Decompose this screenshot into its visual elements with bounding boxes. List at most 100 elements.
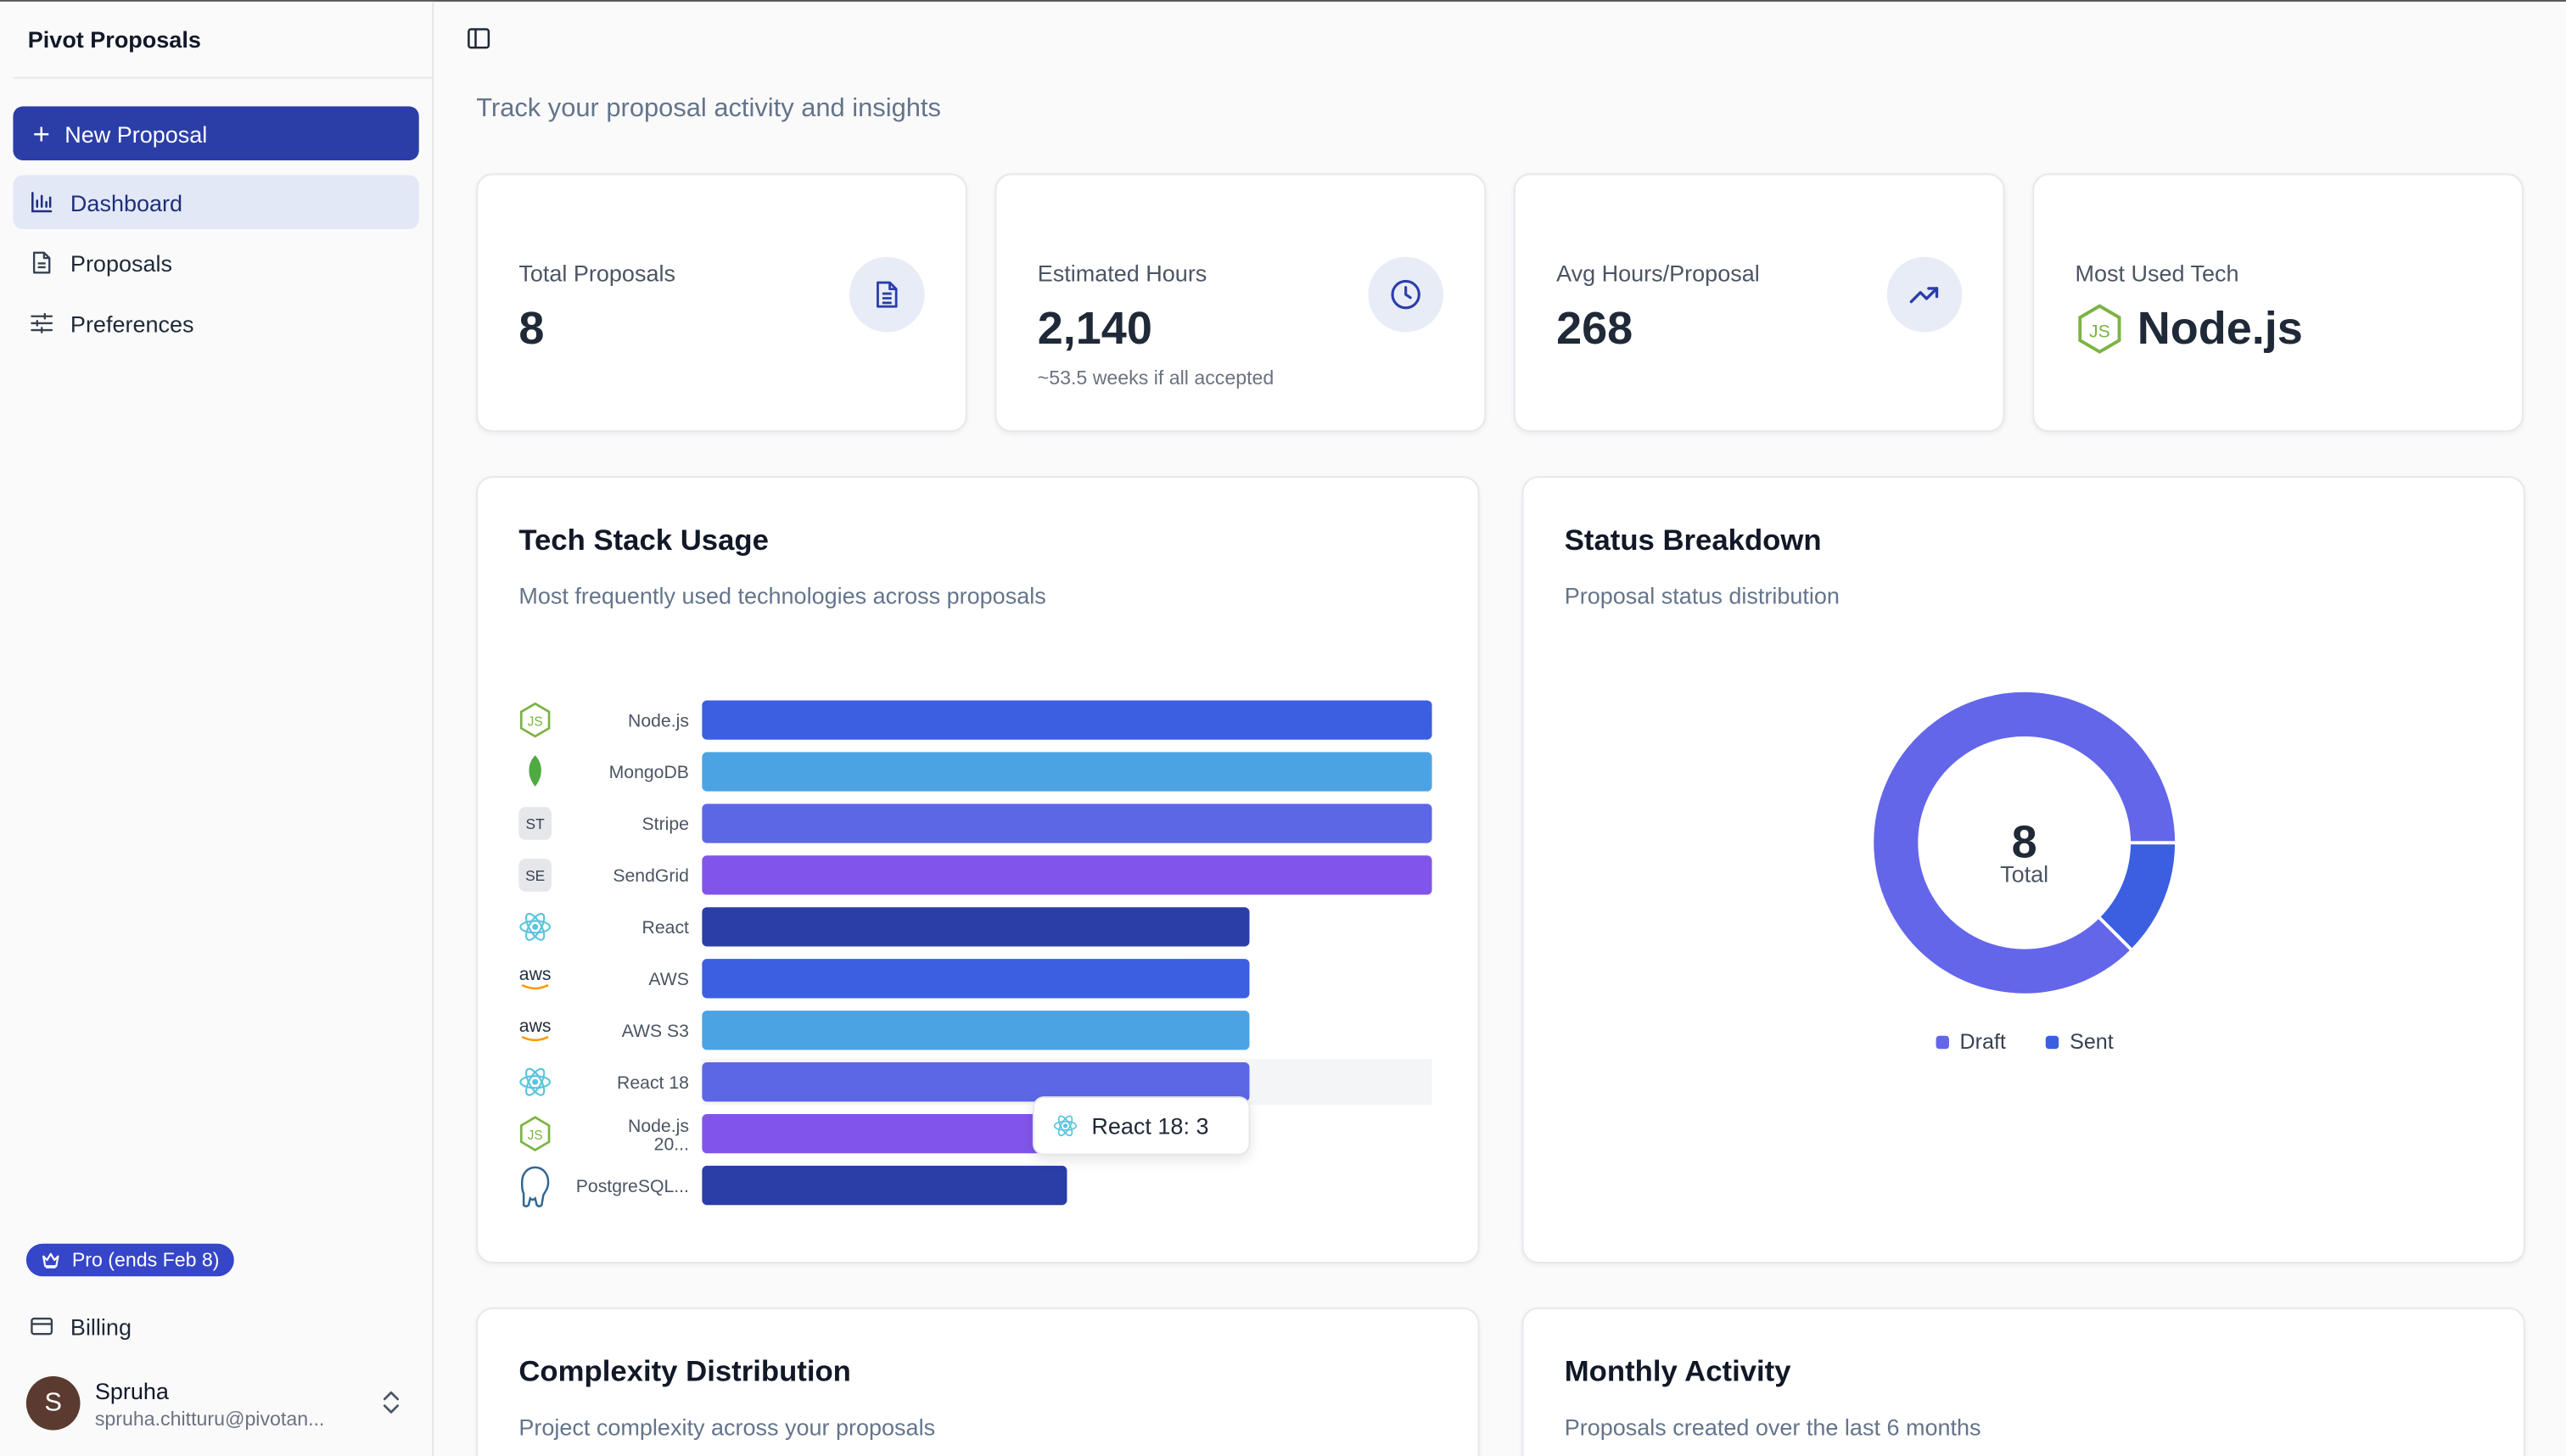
stat-value: 268 (1556, 302, 1633, 354)
stat-label: Total Proposals (518, 260, 675, 287)
page-subtitle: Track your proposal activity and insight… (476, 94, 941, 123)
nodejs-icon: JS (2078, 304, 2121, 354)
bar[interactable] (702, 804, 1432, 843)
y-tick-label: Node.js (628, 711, 689, 731)
card-subtitle: Project complexity across your proposals (518, 1414, 936, 1441)
bar[interactable] (702, 855, 1432, 895)
status-donut-chart[interactable]: 8 Total (1524, 478, 2527, 1265)
bar-row[interactable]: PostgreSQL... (520, 1165, 1067, 1207)
sidebar-toggle-icon[interactable] (467, 26, 491, 51)
chevron-up-down-icon (383, 1391, 399, 1414)
bar-row[interactable]: JS Node.js (519, 700, 1432, 740)
bar[interactable] (702, 1113, 1067, 1154)
aws-icon: aws (519, 1016, 552, 1042)
sliders-icon (31, 312, 53, 333)
user-menu[interactable]: S Spruha spruha.chitturu@pivotan... (25, 1375, 412, 1433)
svg-text:JS: JS (528, 714, 543, 729)
y-tick-label: AWS S3 (622, 1022, 689, 1041)
y-tick-label: PostgreSQL... (576, 1177, 689, 1196)
sidebar-item-proposals[interactable]: Proposals (13, 236, 418, 290)
bar-row[interactable]: React 18 (519, 1062, 1250, 1102)
stat-card-estimated-hours: Estimated Hours 2,140 ~53.5 weeks if all… (994, 173, 1487, 433)
clock-icon (1368, 256, 1444, 333)
bar[interactable] (702, 1062, 1250, 1102)
app-name: Pivot Proposals (27, 25, 201, 53)
sidebar-item-label: Billing (70, 1313, 132, 1340)
y-tick-label: SendGrid (613, 866, 689, 886)
svg-text:ST: ST (526, 815, 546, 832)
stat-label: Avg Hours/Proposal (1556, 260, 1760, 287)
new-proposal-label: New Proposal (64, 120, 208, 147)
bar[interactable] (702, 700, 1432, 740)
sidebar-item-billing[interactable]: Billing (13, 1299, 418, 1353)
avatar: S (25, 1375, 81, 1431)
stat-card-avg-hours: Avg Hours/Proposal 268 (1513, 173, 2005, 433)
sidebar-item-label: Preferences (70, 310, 194, 337)
mongodb-icon (529, 755, 541, 787)
bar-row[interactable]: aws AWS S3 (519, 1011, 1250, 1050)
plus-icon: + (32, 116, 50, 150)
tech-stack-card: Tech Stack Usage Most frequently used te… (476, 476, 1481, 1265)
bar-row[interactable]: aws AWS (519, 959, 1250, 999)
document-icon (849, 256, 925, 333)
card-title: Tech Stack Usage (518, 524, 769, 557)
bar-row[interactable]: MongoDB (529, 752, 1432, 792)
svg-text:JS: JS (528, 1128, 543, 1143)
donut-slice-draft[interactable] (1870, 689, 2178, 997)
react-icon (519, 1067, 552, 1096)
stat-card-most-used-tech: Most Used Tech JS Node.js (2032, 173, 2524, 433)
donut-center-label: Total (2000, 862, 2048, 888)
y-tick-label: Node.js 20... (628, 1117, 689, 1154)
stat-label: Estimated Hours (1037, 260, 1207, 287)
bar[interactable] (702, 959, 1250, 999)
sidebar-item-label: Proposals (70, 249, 173, 276)
bar-row[interactable]: SE SendGrid (518, 855, 1432, 895)
bar[interactable] (702, 907, 1250, 947)
stat-value: 2,140 (1037, 302, 1152, 354)
stat-value: Node.js (2137, 302, 2303, 354)
y-tick-label: AWS (648, 970, 689, 989)
legend-label: Sent (2070, 1029, 2114, 1055)
card-subtitle: Proposals created over the last 6 months (1564, 1414, 1981, 1441)
nodejs-icon: JS (519, 702, 551, 738)
aws-icon: aws (519, 965, 552, 990)
crown-icon (42, 1252, 59, 1268)
bar-row[interactable]: ST Stripe (518, 804, 1432, 843)
react-icon (1053, 1115, 1078, 1137)
card-title: Monthly Activity (1564, 1354, 1791, 1388)
sidebar-item-label: Dashboard (70, 188, 183, 216)
bar[interactable] (702, 1011, 1250, 1050)
sidebar: Pivot Proposals + New Proposal Dashboard… (0, 1, 434, 1456)
legend-swatch (1935, 1034, 1949, 1049)
stat-subtext: ~53.5 weeks if all accepted (1037, 367, 1275, 390)
chart-tooltip: React 18: 3 (1032, 1096, 1251, 1156)
card-title: Status Breakdown (1564, 524, 1822, 557)
new-proposal-button[interactable]: + New Proposal (13, 106, 419, 161)
tech-stack-chart[interactable]: JS Node.js MongoDB ST Stripe SE SendGrid React a… (478, 478, 1481, 1265)
complexity-card: Complexity Distribution Project complexi… (476, 1307, 1480, 1456)
svg-text:JS: JS (2089, 322, 2110, 341)
plan-badge[interactable]: Pro (ends Feb 8) (25, 1243, 234, 1277)
svg-text:aws: aws (519, 1016, 552, 1036)
svg-text:SE: SE (525, 867, 545, 884)
bar-row[interactable]: JS Node.js 20... (519, 1113, 1067, 1154)
badge-icon: ST (518, 807, 552, 840)
legend-swatch (2045, 1034, 2059, 1049)
bar[interactable] (702, 752, 1432, 792)
nodejs-icon: JS (519, 1116, 551, 1151)
y-tick-label: React 18 (617, 1073, 689, 1093)
legend-item[interactable]: Sent (2045, 1029, 2114, 1054)
user-name: Spruha (94, 1377, 169, 1404)
y-tick-label: React (642, 918, 689, 938)
sidebar-item-dashboard[interactable]: Dashboard (13, 175, 419, 230)
user-email: spruha.chitturu@pivotan... (94, 1407, 325, 1431)
react-icon (519, 912, 552, 941)
bar[interactable] (702, 1165, 1067, 1206)
file-icon (32, 251, 51, 274)
legend-item[interactable]: Draft (1935, 1029, 2006, 1054)
svg-text:aws: aws (519, 965, 552, 984)
bar-row[interactable]: React (519, 907, 1250, 947)
y-tick-label: Stripe (642, 815, 689, 834)
sidebar-item-preferences[interactable]: Preferences (13, 296, 418, 350)
